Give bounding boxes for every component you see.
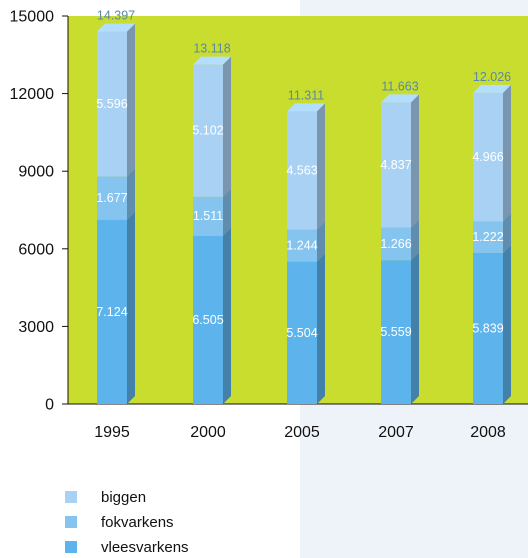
bar-total-label: 13.118	[193, 42, 230, 56]
bar-data-label: 5.559	[380, 325, 411, 339]
bar-segment	[473, 92, 503, 222]
x-tick-label: 2000	[190, 424, 226, 441]
legend-swatch	[65, 516, 77, 528]
bar-segment-side	[411, 252, 419, 404]
bar-segment	[97, 219, 127, 404]
bar-top-face	[193, 56, 231, 65]
y-tick-label: 3000	[18, 319, 54, 336]
bar-data-label: 6.505	[192, 313, 223, 327]
bar-segment-side	[223, 227, 231, 404]
bar-data-label: 1.244	[286, 239, 317, 253]
bar-segment-side	[503, 244, 511, 404]
bar-segment	[473, 221, 503, 253]
legend-swatch	[65, 541, 77, 553]
bar-data-label: 5.102	[192, 124, 223, 138]
bar-stack: 7.124 1.677 5.596 14.397	[96, 9, 135, 404]
legend-label: vleesvarkens	[101, 539, 189, 556]
bar-segment	[287, 111, 317, 230]
y-tick-label: 0	[45, 397, 54, 414]
bar-stack: 5.839 1.222 4.966 12.026	[472, 70, 511, 404]
bar-segment	[381, 260, 411, 404]
bar-segment-side	[127, 23, 135, 177]
bar-total-label: 11.311	[288, 88, 324, 102]
bar-segment	[287, 229, 317, 262]
bar-data-label: 4.563	[286, 163, 317, 177]
bar-top-face	[97, 23, 135, 32]
y-tick-label: 12000	[10, 86, 55, 103]
x-tick-label: 1995	[94, 424, 130, 441]
bar-top-face	[381, 94, 419, 103]
bar-segment	[381, 227, 411, 261]
bar-segment	[193, 64, 223, 197]
bar-segment-side	[411, 219, 419, 261]
bar-data-label: 1.266	[380, 237, 411, 251]
bar-segment-side	[503, 84, 511, 222]
y-tick-label: 15000	[10, 9, 55, 26]
bar-segment-side	[317, 103, 325, 230]
legend-label: fokvarkens	[101, 514, 174, 531]
legend-label: biggen	[101, 489, 146, 506]
bar-data-label: 4.966	[472, 150, 503, 164]
y-tick-label: 9000	[18, 164, 54, 181]
bar-segment	[193, 196, 223, 236]
bar-segment-side	[317, 253, 325, 404]
bar-segment	[473, 252, 503, 404]
bar-segment	[97, 176, 127, 220]
bar-data-label: 7.124	[96, 305, 127, 319]
bar-segment-side	[223, 56, 231, 197]
legend: biggen fokvarkens vleesvarkens	[65, 489, 189, 556]
x-tick-label: 2005	[284, 424, 320, 441]
y-axis: 0 3000 6000 9000 12000 15000	[10, 9, 69, 414]
bar-segment-side	[503, 213, 511, 253]
bar-stack: 5.559 1.266 4.837 11.663	[380, 79, 419, 404]
bar-segment	[287, 261, 317, 404]
x-tick-label: 2007	[378, 424, 414, 441]
bar-data-label: 5.596	[96, 97, 127, 111]
bar-total-label: 11.663	[381, 79, 418, 93]
bars: 7.124 1.677 5.596 14.397 6.505 1.511 5.102 13.1…	[96, 9, 511, 404]
bar-segment	[97, 31, 127, 177]
bar-segment-side	[317, 221, 325, 262]
bar-top-face	[473, 84, 511, 93]
bar-data-label: 1.677	[96, 191, 127, 205]
bar-data-label: 4.837	[380, 158, 411, 172]
bar-data-label: 1.511	[193, 209, 223, 223]
bar-data-label: 5.504	[286, 326, 317, 340]
bar-segment-side	[127, 168, 135, 220]
bar-total-label: 12.026	[473, 70, 511, 84]
bar-data-label: 5.839	[472, 321, 503, 335]
bar-data-label: 1.222	[472, 230, 503, 244]
bar-stack: 6.505 1.511 5.102 13.118	[192, 42, 231, 404]
bar-stack: 5.504 1.244 4.563 11.311	[286, 88, 325, 404]
x-tick-label: 2008	[470, 424, 506, 441]
y-tick-label: 6000	[18, 241, 54, 258]
legend-swatch	[65, 491, 77, 503]
bar-segment	[193, 235, 223, 404]
bar-segment-side	[223, 188, 231, 236]
bar-segment	[381, 102, 411, 228]
bar-segment-side	[127, 211, 135, 404]
bar-total-label: 14.397	[97, 9, 135, 23]
bar-top-face	[287, 103, 325, 112]
bar-segment-side	[411, 94, 419, 228]
